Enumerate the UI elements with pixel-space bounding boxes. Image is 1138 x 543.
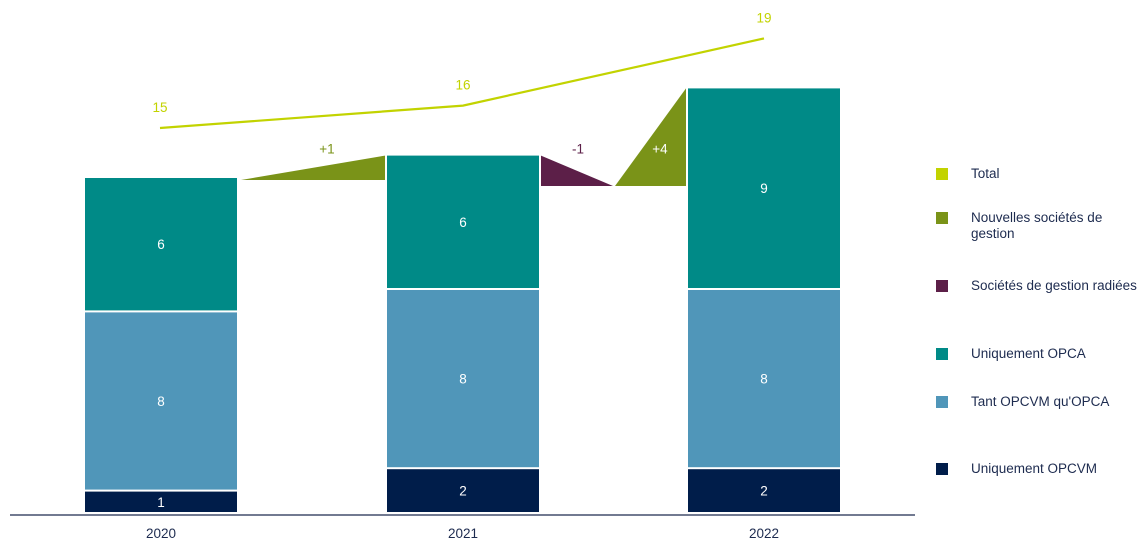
legend-item: Total: [936, 166, 1138, 182]
data-label-2020-3: 6: [157, 237, 165, 252]
data-label-2022-1: 2: [760, 484, 768, 499]
legend-label: Uniquement OPCA: [971, 346, 1086, 361]
stacked-bar-chart: 1 8 6 2020 2 8 6 2021 2 8 9 2022 15 16 19 +1 -1 +4: [10, 10, 915, 541]
legend-item: Uniquement OPCVM: [936, 461, 1138, 477]
x-tick-label-2020: 2020: [146, 526, 176, 541]
data-label-2020-1: 1: [157, 495, 165, 510]
legend-swatch: [936, 168, 948, 180]
legend-swatch: [936, 396, 948, 408]
transition-new-2022: [615, 88, 686, 186]
bar-segment-2021-tant-opcvm-qu-opca: [387, 290, 539, 468]
legend-item: Sociétés de gestion radiées: [936, 278, 1138, 294]
bar-segment-2022-uniquement-opca: [688, 88, 840, 289]
transition-removed-2022: [541, 155, 613, 186]
x-tick-label-2022: 2022: [749, 526, 779, 541]
legend-label: Total: [971, 166, 1000, 181]
total-line: [159, 37, 765, 130]
transition-label-plus4: +4: [652, 142, 668, 157]
data-label-2022-2: 8: [760, 372, 768, 387]
legend-swatch: [936, 463, 948, 475]
data-label-2021-1: 2: [459, 484, 467, 499]
data-label-2021-2: 8: [459, 372, 467, 387]
total-label-2022: 19: [756, 10, 771, 25]
legend-item: Nouvelles sociétés de gestion: [936, 210, 1138, 242]
data-label-2022-3: 9: [760, 181, 768, 196]
bar-segment-2020-uniquement-opcvm: [85, 491, 237, 512]
bar-segment-2022-uniquement-opcvm: [688, 469, 840, 512]
transition-new-2021: [241, 155, 385, 180]
x-tick-label-2021: 2021: [448, 526, 478, 541]
data-label-2020-2: 8: [157, 394, 165, 409]
transition-label-plus1: +1: [319, 142, 334, 157]
legend-label: Tant OPCVM qu'OPCA: [971, 394, 1110, 409]
total-label-2020: 15: [152, 100, 167, 115]
legend-swatch: [936, 212, 948, 224]
legend-item: Uniquement OPCA: [936, 346, 1138, 362]
data-label-2021-3: 6: [459, 215, 467, 230]
legend-swatch: [936, 348, 948, 360]
transition-label-minus1: -1: [572, 142, 584, 157]
bar-segment-2021-uniquement-opca: [387, 155, 539, 288]
legend-label: Nouvelles sociétés de gestion: [971, 210, 1103, 241]
bar-segment-2020-tant-opcvm-qu-opca: [85, 312, 237, 490]
total-label-2021: 16: [455, 78, 470, 93]
bar-segment-2022-tant-opcvm-qu-opca: [688, 290, 840, 468]
legend-label: Sociétés de gestion radiées: [971, 278, 1137, 293]
legend-swatch: [936, 280, 948, 292]
legend-item: Tant OPCVM qu'OPCA: [936, 394, 1138, 410]
legend-label: Uniquement OPCVM: [971, 461, 1098, 476]
bar-segment-2020-uniquement-opca: [85, 178, 237, 311]
bar-segment-2021-uniquement-opcvm: [387, 469, 539, 512]
